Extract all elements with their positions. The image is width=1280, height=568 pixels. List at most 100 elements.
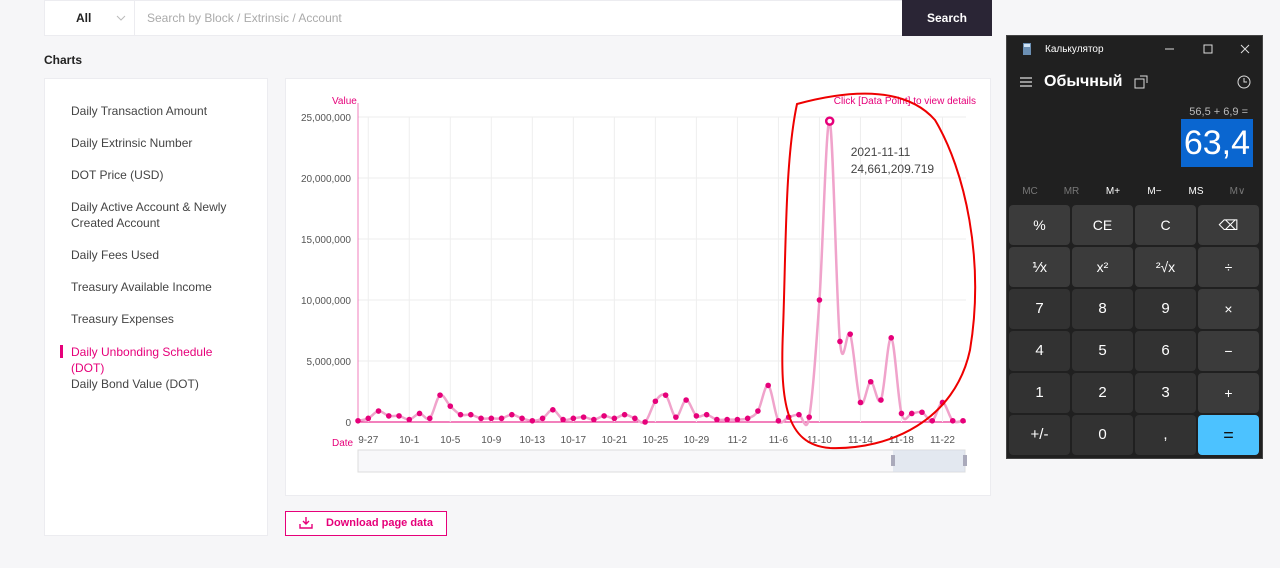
memory-button[interactable]: MS bbox=[1188, 186, 1204, 197]
memory-button[interactable]: M∨ bbox=[1229, 186, 1246, 197]
data-point bbox=[437, 392, 443, 398]
search-bar: All Search by Block / Extrinsic / Accoun… bbox=[44, 0, 992, 36]
calc-key[interactable]: x² bbox=[1072, 247, 1133, 287]
calc-key[interactable]: + bbox=[1198, 373, 1259, 413]
tooltip-value: 24,661,209.719 bbox=[851, 162, 935, 176]
data-point bbox=[755, 408, 761, 414]
calc-key[interactable]: ÷ bbox=[1198, 247, 1259, 287]
menu-item[interactable]: Daily Active Account & Newly Created Acc… bbox=[71, 200, 227, 230]
menu-icon[interactable] bbox=[1019, 76, 1033, 88]
calc-key[interactable]: − bbox=[1198, 331, 1259, 371]
calc-key[interactable]: = bbox=[1198, 415, 1259, 455]
calc-key[interactable]: ²√x bbox=[1135, 247, 1196, 287]
data-point bbox=[406, 416, 413, 423]
menu-item[interactable]: Daily Transaction Amount bbox=[71, 104, 208, 118]
calc-key[interactable]: 1 bbox=[1009, 373, 1070, 413]
menu-item[interactable]: Daily Fees Used bbox=[71, 248, 160, 262]
menu-item[interactable]: Daily Bond Value (DOT) bbox=[71, 377, 199, 391]
chevron bbox=[116, 15, 126, 21]
y-tick-label: 10,000,000 bbox=[301, 296, 351, 307]
data-point bbox=[908, 410, 915, 417]
zoom-handle[interactable] bbox=[891, 455, 895, 466]
data-point bbox=[857, 399, 864, 406]
calculator-window: Калькулятор Обычный 56,5 + 6,9 = 63, 4 MC… bbox=[1006, 35, 1263, 459]
memory-button[interactable]: MC bbox=[1022, 186, 1038, 197]
data-point bbox=[837, 338, 843, 345]
chart-menu: Daily Transaction Amount Daily Extrinsic … bbox=[44, 78, 268, 536]
calc-key[interactable]: 8 bbox=[1072, 289, 1133, 329]
calc-key[interactable]: 0 bbox=[1072, 415, 1133, 455]
data-point bbox=[375, 408, 382, 414]
data-point bbox=[355, 417, 361, 424]
history-icon[interactable] bbox=[1236, 74, 1252, 90]
calc-key[interactable]: , bbox=[1135, 415, 1196, 455]
memory-button[interactable]: M+ bbox=[1105, 186, 1121, 197]
data-point bbox=[509, 411, 515, 418]
keep-on-top-icon[interactable] bbox=[1134, 75, 1148, 89]
menu-item[interactable]: Treasury Expenses bbox=[71, 312, 174, 326]
data-point bbox=[611, 415, 618, 422]
data-point bbox=[580, 414, 587, 420]
data-point bbox=[785, 414, 792, 420]
calc-key[interactable]: CE bbox=[1072, 205, 1133, 245]
data-point bbox=[396, 413, 402, 419]
data-point bbox=[867, 378, 874, 385]
memory-button[interactable]: M− bbox=[1147, 186, 1162, 197]
calc-key[interactable]: C bbox=[1135, 205, 1196, 245]
data-point bbox=[888, 335, 895, 341]
zoom-slider bbox=[357, 449, 966, 473]
memory-button[interactable]: MR bbox=[1063, 186, 1080, 197]
expression: 56,5 + 6,9 = bbox=[1189, 106, 1248, 118]
data-point bbox=[467, 411, 474, 418]
download-button[interactable]: Download page data bbox=[285, 511, 447, 536]
x-axis-title: Date bbox=[332, 438, 354, 449]
data-point bbox=[426, 415, 433, 422]
calc-key[interactable]: % bbox=[1009, 205, 1070, 245]
data-point bbox=[703, 411, 710, 418]
x-tick-label: 10-13 bbox=[520, 435, 546, 446]
section-title: Charts bbox=[44, 53, 83, 67]
x-tick-label: 10-29 bbox=[684, 435, 710, 446]
x-tick-label: 11-22 bbox=[930, 435, 955, 446]
menu-item[interactable]: DOT Price (USD) bbox=[71, 168, 164, 182]
data-point bbox=[365, 415, 372, 422]
x-tick-label: 11-14 bbox=[848, 435, 873, 446]
menu-item[interactable]: Daily Extrinsic Number bbox=[71, 136, 193, 150]
tooltip-date: 2021-11-11 bbox=[851, 145, 911, 159]
x-tick-label: 10-21 bbox=[602, 435, 628, 446]
calc-key[interactable]: 5 bbox=[1072, 331, 1133, 371]
calc-key[interactable]: +/- bbox=[1009, 415, 1070, 455]
calc-key[interactable]: 4 bbox=[1009, 331, 1070, 371]
calc-key[interactable]: 6 bbox=[1135, 331, 1196, 371]
data-point bbox=[724, 416, 730, 423]
search-input[interactable]: Search by Block / Extrinsic / Account bbox=[147, 11, 342, 25]
calc-key[interactable]: 3 bbox=[1135, 373, 1196, 413]
data-point bbox=[847, 331, 854, 337]
data-point bbox=[878, 397, 884, 403]
y-axis-title: Value bbox=[332, 96, 357, 107]
search-button[interactable]: Search bbox=[902, 0, 992, 36]
x-tick-label: 11-18 bbox=[889, 435, 914, 446]
calc-key[interactable]: ⌫ bbox=[1198, 205, 1259, 245]
menu-item[interactable]: Treasury Available Income bbox=[71, 280, 212, 294]
app-icon bbox=[1023, 43, 1031, 55]
y-tick-label: 0 bbox=[345, 418, 351, 429]
data-point bbox=[642, 419, 648, 425]
menu-item[interactable]: Daily Unbonding Schedule (DOT) bbox=[71, 345, 213, 375]
x-tick-label: 11-10 bbox=[807, 435, 832, 446]
data-point bbox=[570, 415, 577, 422]
mode-title: Обычный bbox=[1044, 73, 1123, 90]
data-point bbox=[591, 416, 597, 423]
y-tick-label: 5,000,000 bbox=[307, 357, 352, 368]
filter-select[interactable]: All bbox=[45, 1, 135, 35]
calc-key[interactable]: × bbox=[1198, 289, 1259, 329]
data-point bbox=[519, 415, 525, 422]
calc-key[interactable]: 2 bbox=[1072, 373, 1133, 413]
zoom-handle[interactable] bbox=[963, 455, 967, 466]
calc-key[interactable]: ⅟x bbox=[1009, 247, 1070, 287]
window-title: Калькулятор bbox=[1045, 44, 1104, 55]
calc-key[interactable]: 9 bbox=[1135, 289, 1196, 329]
calc-key[interactable]: 7 bbox=[1009, 289, 1070, 329]
